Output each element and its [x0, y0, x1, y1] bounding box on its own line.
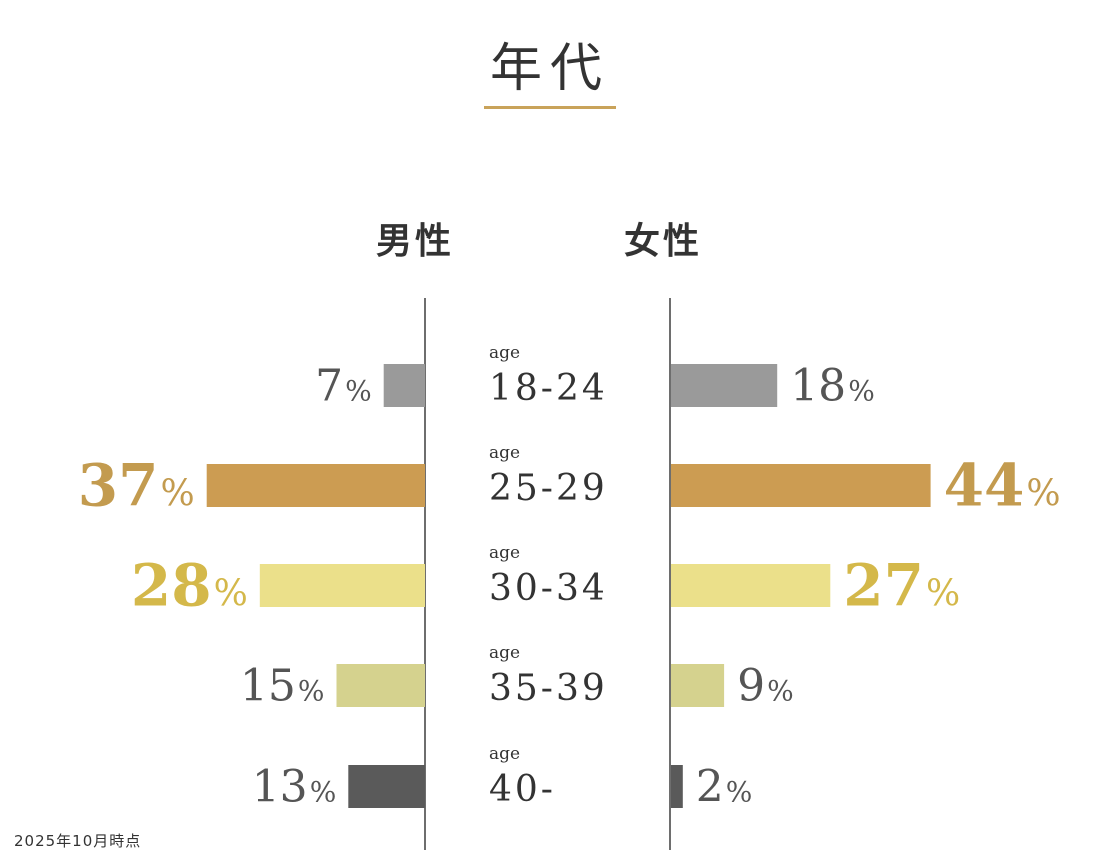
age-range-label: 30-34 — [489, 568, 608, 609]
age-prefix-label: age — [489, 744, 520, 764]
male-bar-18-24 — [383, 364, 425, 407]
female-value-label: 9% — [737, 661, 794, 712]
age-prefix-label: age — [489, 543, 520, 563]
age-range-label: 18-24 — [489, 368, 608, 409]
male-value-label: 28% — [131, 552, 248, 620]
female-bar-35-39 — [671, 664, 725, 707]
male-value-label: 13% — [252, 762, 337, 813]
female-axis-line — [669, 298, 671, 850]
male-value-label: 37% — [78, 452, 195, 520]
female-bar-40- — [671, 765, 683, 808]
male-bar-35-39 — [336, 664, 425, 707]
male-bar-25-29 — [206, 464, 425, 507]
female-value-label: 27% — [843, 552, 960, 620]
age-prefix-label: age — [489, 443, 520, 463]
age-range-label: 40- — [489, 769, 556, 810]
title-underline — [484, 106, 616, 109]
female-value-label: 44% — [944, 452, 1061, 520]
page-title: 年代 — [489, 39, 610, 99]
female-bar-30-34 — [671, 564, 831, 607]
female-label: 女性 — [624, 221, 703, 262]
male-bar-40- — [348, 765, 425, 808]
age-range-label: 25-29 — [489, 468, 608, 509]
age-prefix-label: age — [489, 343, 520, 363]
age-range-label: 35-39 — [489, 668, 608, 709]
male-value-label: 15% — [240, 661, 325, 712]
male-label: 男性 — [376, 221, 455, 262]
female-bar-18-24 — [671, 364, 778, 407]
female-value-label: 18% — [790, 361, 875, 412]
female-bar-25-29 — [671, 464, 931, 507]
male-value-label: 7% — [315, 361, 372, 412]
female-value-label: 2% — [696, 762, 753, 813]
age-prefix-label: age — [489, 643, 520, 663]
male-bar-30-34 — [259, 564, 425, 607]
as-of-note: 2025年10月時点 — [14, 832, 142, 850]
